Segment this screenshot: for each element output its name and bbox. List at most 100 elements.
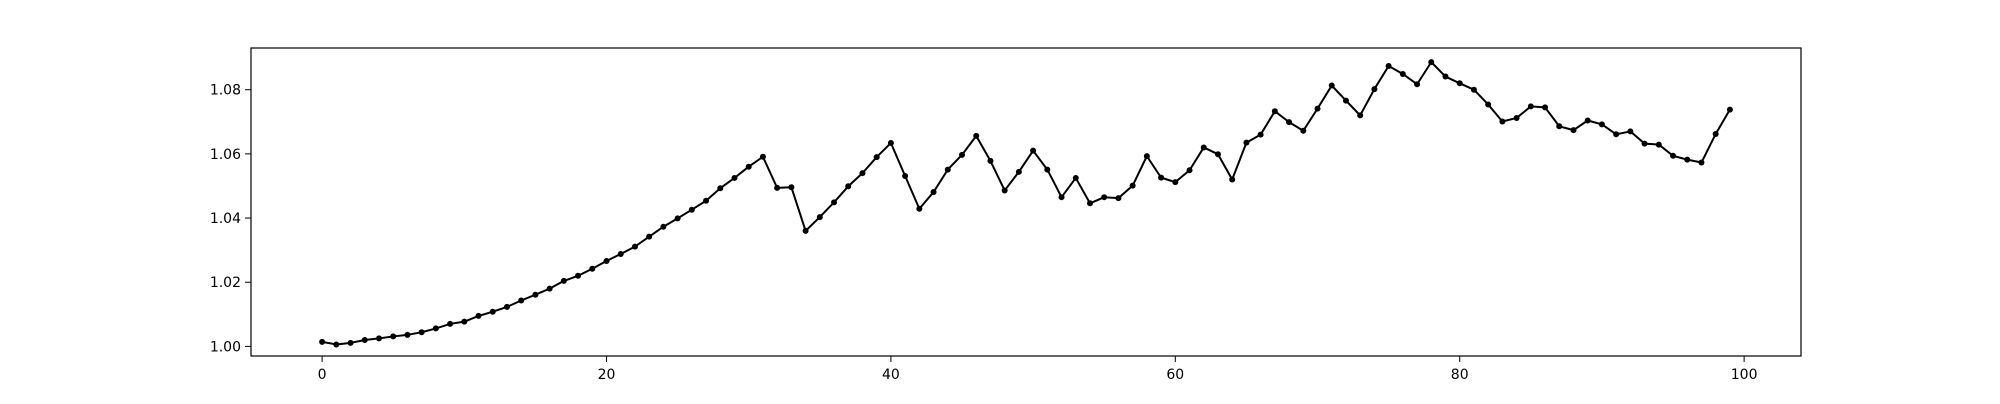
y-tick-label: 1.06 [210,147,241,163]
data-point [902,173,909,180]
data-point [802,227,809,234]
data-point [1229,176,1236,183]
data-point [745,163,752,170]
data-point [1001,187,1008,194]
data-point [1456,80,1463,87]
data-point [503,303,510,310]
x-axis: 0 20 40 60 80 100 [318,356,1758,383]
data-point [532,291,539,298]
data-point [575,272,582,279]
x-tick-label: 0 [318,367,327,383]
x-tick-label: 100 [1731,367,1758,383]
data-point [390,333,397,340]
data-point [1470,86,1477,93]
data-point [1698,159,1705,166]
data-point [1015,168,1022,175]
data-point [1584,117,1591,124]
data-point [347,339,354,346]
data-point [688,206,695,213]
data-point [1328,82,1335,89]
data-point [1428,59,1435,66]
y-tick-label: 1.08 [210,83,241,99]
data-point [1712,130,1719,137]
data-point [447,320,454,327]
data-point [1129,182,1136,189]
data-point [674,215,681,222]
data-point [660,223,667,230]
data-point [703,197,710,204]
data-point [788,184,795,191]
data-point [1214,151,1221,158]
data-point [1271,108,1278,115]
data-point [461,318,468,325]
data-point [1342,97,1349,104]
data-point [831,199,838,206]
x-tick-label: 80 [1451,367,1469,383]
data-point [489,308,496,315]
data-point [319,338,326,345]
data-point [418,329,425,336]
y-tick-label: 1.04 [210,211,241,227]
data-point [617,250,624,257]
data-point [432,325,439,332]
data-point [1542,104,1549,111]
data-point [1300,127,1307,134]
data-point [1357,112,1364,119]
data-point [987,157,994,164]
data-point [1257,131,1264,138]
data-point [774,184,781,191]
data-point [631,243,638,250]
data-point [375,335,382,342]
data-point [873,154,880,161]
data-point [1371,86,1378,93]
data-point [518,297,525,304]
data-point [1670,152,1677,159]
data-point [1101,194,1108,201]
data-point [404,331,411,338]
data-point [1726,106,1733,113]
data-point [1527,103,1534,110]
data-point [1499,118,1506,125]
data-point [731,174,738,181]
data-point [1314,105,1321,112]
data-point [887,139,894,146]
data-point [1655,141,1662,148]
data-point [1058,194,1065,201]
data-point [333,341,340,348]
data-point [1598,121,1605,128]
data-point [1044,166,1051,173]
y-tick-label: 1.00 [210,339,241,355]
y-tick-label: 1.02 [210,275,241,291]
data-point [603,258,610,265]
data-point [1385,62,1392,69]
data-point [944,166,951,173]
data-point [1556,123,1563,130]
data-point [1442,73,1449,80]
plot-frame [250,47,1802,357]
data-point [759,153,766,160]
data-point [859,170,866,177]
data-point [845,183,852,190]
data-point [1030,147,1037,154]
data-point [475,312,482,319]
data-point [916,205,923,212]
x-tick-label: 60 [1166,367,1184,383]
data-point [930,189,937,196]
data-point [1172,179,1179,186]
data-point [1200,144,1207,151]
data-point [1414,81,1421,88]
series-line [321,61,1731,346]
data-point [1570,127,1577,134]
data-point [816,214,823,221]
data-point [973,132,980,139]
data-point [589,265,596,272]
data-point [1186,167,1193,174]
data-point [1143,153,1150,160]
data-point [1513,114,1520,121]
data-point [1086,200,1093,207]
data-point [1115,195,1122,202]
data-point [1485,101,1492,108]
data-point [560,277,567,284]
